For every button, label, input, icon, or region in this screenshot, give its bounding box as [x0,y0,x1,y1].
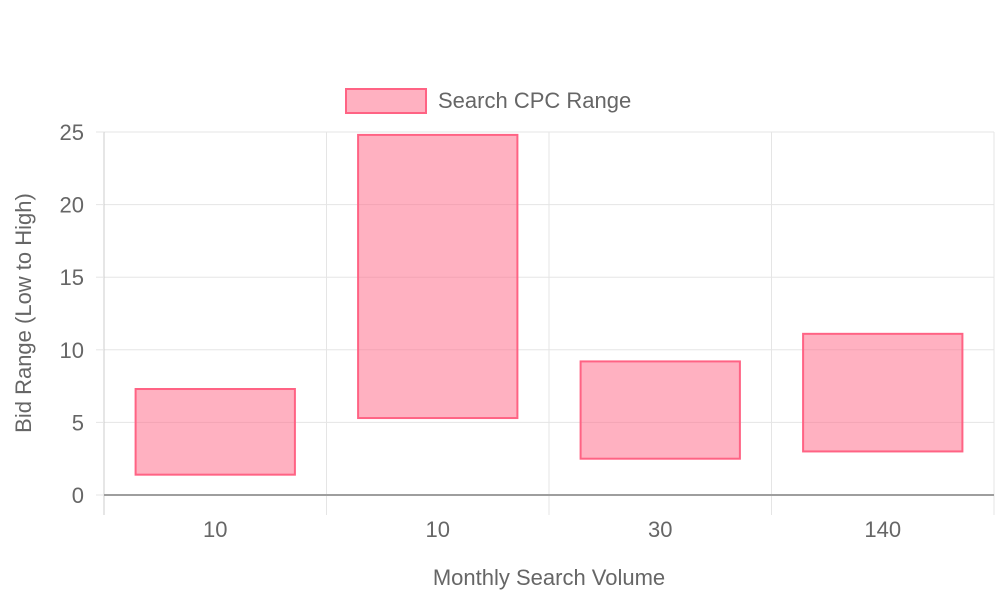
x-tick-label: 10 [426,517,450,542]
range-bar [802,332,964,453]
bars [134,133,964,476]
y-tick-label: 25 [60,120,84,145]
y-tick-label: 15 [60,265,84,290]
y-axis-title: Bid Range (Low to High) [11,193,36,433]
y-tick-label: 10 [60,338,84,363]
axes: 0 5 10 15 20 25 10 10 30 140 [60,120,994,542]
y-tick-label: 20 [60,193,84,218]
range-bar [579,360,741,460]
y-tick-label: 5 [72,410,84,435]
x-tick-label: 140 [864,517,901,542]
legend-swatch[interactable] [345,88,427,114]
legend[interactable]: Search CPC Range [345,88,631,114]
grid [103,131,995,515]
x-tick-label: 10 [203,517,227,542]
x-tick-label: 30 [648,517,672,542]
x-axis-title: Monthly Search Volume [433,565,665,590]
range-bar [134,388,296,476]
range-bar [357,133,519,420]
y-tick-label: 0 [72,483,84,508]
legend-label[interactable]: Search CPC Range [438,88,631,113]
